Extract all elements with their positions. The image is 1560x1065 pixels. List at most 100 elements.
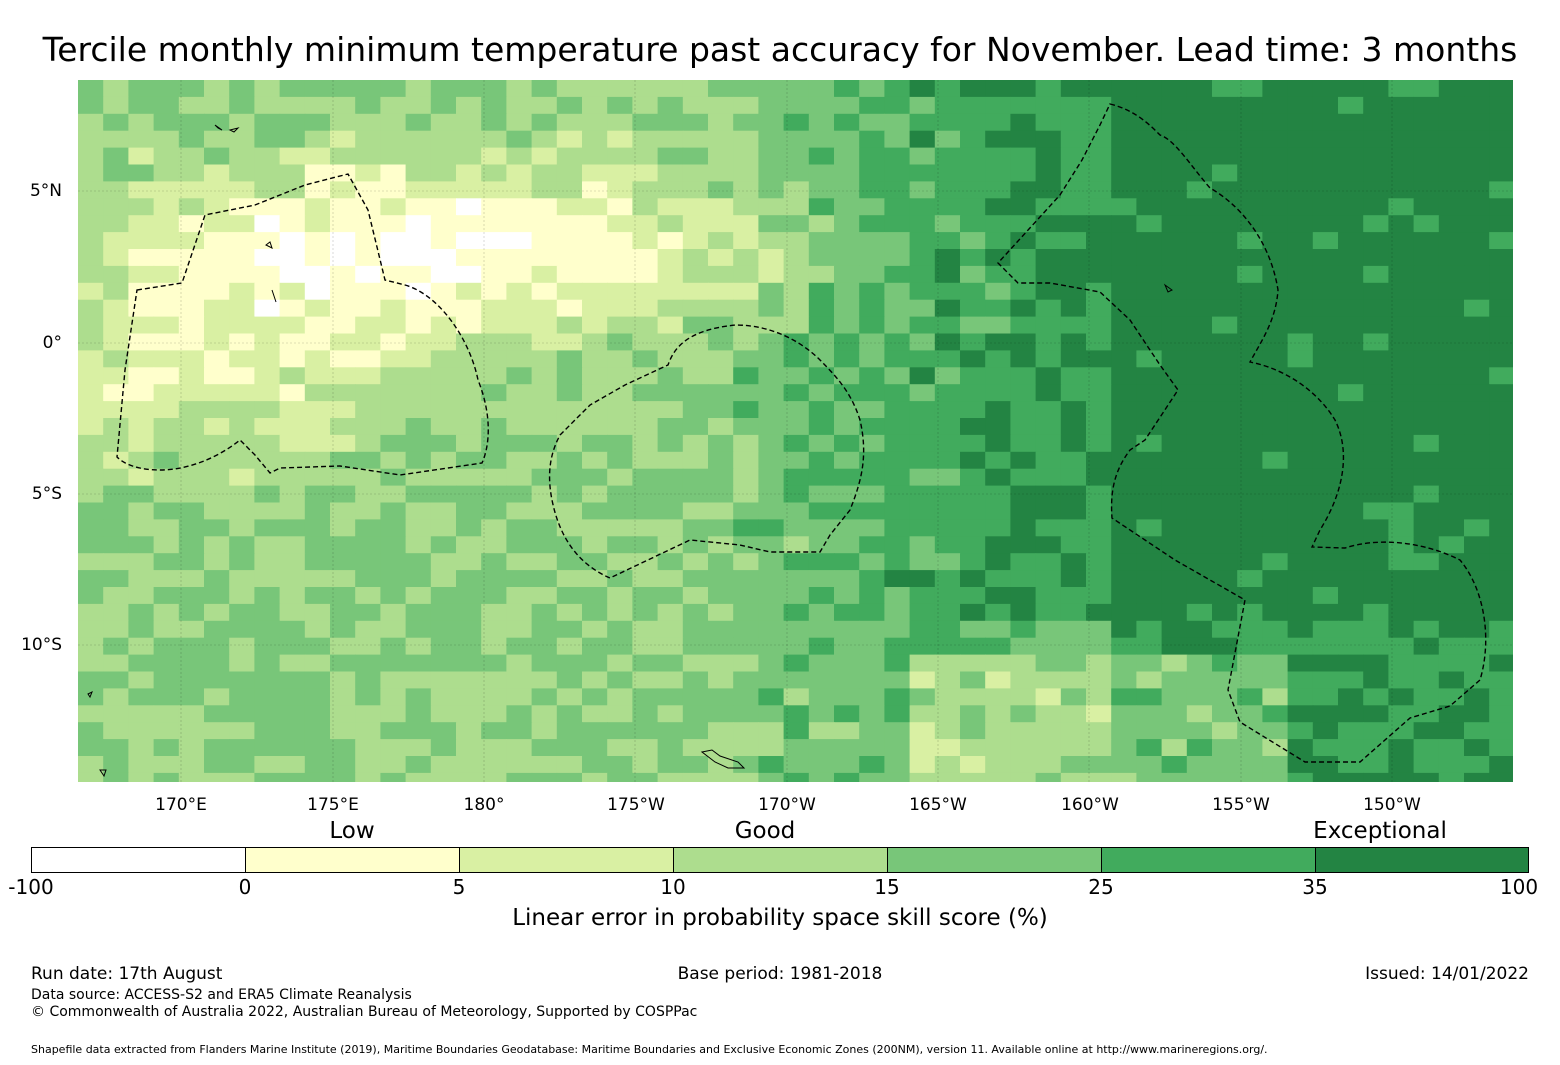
grid-cell (582, 603, 608, 622)
grid-cell (657, 637, 684, 656)
grid-cell (304, 215, 331, 233)
grid-cell (859, 434, 885, 453)
grid-cell (254, 722, 281, 740)
grid-cell (556, 367, 583, 385)
grid-cell (1086, 519, 1112, 537)
grid-cell (909, 299, 936, 318)
grid-cell (934, 671, 961, 689)
grid-cell (607, 249, 633, 267)
grid-cell (1413, 739, 1440, 757)
grid-cell (1363, 80, 1389, 98)
grid-cell (481, 232, 507, 250)
grid-cell (506, 570, 533, 588)
grid-cell (909, 620, 936, 639)
grid-cell (456, 485, 482, 504)
grid-cell (304, 130, 331, 149)
grid-cell (1111, 181, 1137, 199)
grid-cell (1161, 536, 1188, 554)
grid-cell (859, 96, 885, 115)
grid-cell (1186, 80, 1213, 98)
grid-cell (909, 265, 936, 284)
grid-cell (78, 265, 104, 284)
grid-cell (1060, 181, 1087, 199)
grid-cell (1438, 249, 1465, 267)
grid-cell (934, 215, 961, 233)
grid-cell (254, 265, 281, 284)
grid-cell (733, 451, 759, 470)
grid-cell (985, 570, 1011, 588)
grid-cell (1212, 198, 1238, 216)
grid-cell (1086, 384, 1112, 402)
grid-cell (1363, 215, 1389, 233)
grid-cell (405, 299, 432, 318)
grid-cell (1363, 502, 1389, 520)
grid-cell (934, 637, 961, 656)
grid-cell (909, 671, 936, 689)
grid-cell (1287, 570, 1314, 588)
grid-cell (884, 722, 911, 740)
grid-cell (708, 181, 734, 199)
grid-cell (103, 654, 129, 673)
grid-cell (430, 620, 457, 639)
grid-cell (1312, 367, 1339, 385)
grid-cell (430, 654, 457, 673)
grid-cell (960, 384, 986, 402)
grid-cell (985, 553, 1011, 571)
grid-cell (783, 502, 810, 520)
grid-cell (960, 536, 986, 554)
grid-cell (682, 164, 709, 182)
grid-cell (1086, 96, 1112, 115)
grid-cell (783, 384, 810, 402)
grid-cell (78, 282, 104, 301)
grid-cell (859, 485, 885, 504)
grid-cell (909, 434, 936, 453)
grid-cell (783, 603, 810, 622)
grid-cell (1464, 96, 1490, 115)
grid-cell (481, 603, 507, 622)
grid-cell (834, 587, 860, 605)
grid-cell (985, 688, 1011, 706)
grid-cell (657, 772, 684, 782)
grid-cell (884, 80, 911, 98)
grid-cell (506, 468, 533, 487)
grid-cell (934, 468, 961, 487)
grid-cell (682, 316, 709, 335)
grid-cell (960, 130, 986, 149)
grid-cell (178, 637, 205, 656)
grid-cell (1186, 637, 1213, 656)
grid-cell (1161, 756, 1188, 774)
grid-cell (884, 553, 911, 571)
grid-cell (1010, 418, 1037, 436)
grid-cell (582, 282, 608, 301)
grid-cell (1035, 620, 1062, 639)
grid-cell (1464, 502, 1490, 520)
grid-cell (1338, 739, 1364, 757)
grid-cell (1010, 249, 1037, 267)
grid-cell (1489, 739, 1513, 757)
grid-cell (834, 282, 860, 301)
grid-cell (1111, 350, 1137, 368)
grid-cell (456, 232, 482, 250)
grid-cell (405, 603, 432, 622)
grid-cell (657, 587, 684, 605)
grid-cell (330, 418, 356, 436)
grid-cell (556, 587, 583, 605)
grid-cell (78, 468, 104, 487)
grid-cell (1363, 418, 1389, 436)
grid-cell (1035, 164, 1062, 182)
grid-cell (733, 299, 759, 318)
grid-cell (229, 485, 255, 504)
grid-cell (1237, 434, 1263, 453)
grid-cell (1438, 130, 1465, 149)
grid-cell (456, 434, 482, 453)
grid-cell (657, 553, 684, 571)
grid-cell (582, 434, 608, 453)
grid-cell (733, 249, 759, 267)
grid-cell (178, 739, 205, 757)
grid-cell (1161, 198, 1188, 216)
grid-cell (1111, 434, 1137, 453)
grid-cell (380, 401, 407, 419)
grid-cell (556, 705, 583, 723)
grid-cell (355, 367, 381, 385)
grid-cell (834, 265, 860, 284)
